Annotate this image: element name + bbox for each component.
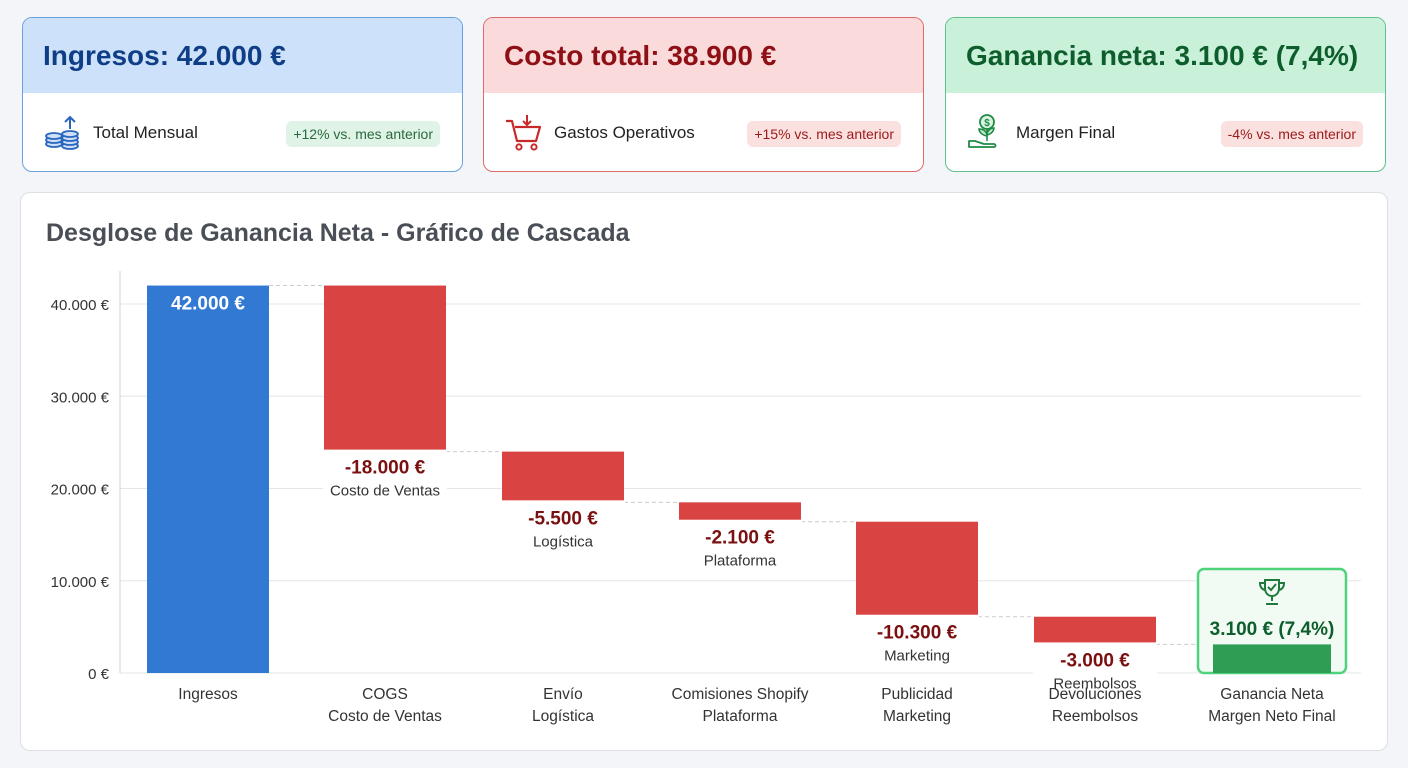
profit-trend-badge: -4% vs. mes anterior: [1220, 121, 1363, 147]
x-tick-sublabel: Margen Neto Final: [1208, 708, 1336, 725]
revenue-card-title: Ingresos: 42.000 €: [23, 18, 462, 93]
start-value-label: 42.000 €: [171, 294, 245, 315]
x-tick-sublabel: Plataforma: [703, 708, 778, 725]
y-tick-label: 40.000 €: [51, 297, 110, 314]
delta-value-label: -10.300 €: [877, 623, 958, 644]
x-tick-sublabel: Logística: [532, 708, 594, 725]
x-tick-label: Devoluciones: [1048, 686, 1141, 703]
coins-icon: [43, 113, 83, 153]
bar-marketing: [856, 521, 978, 617]
bar-ingresos: [147, 285, 269, 673]
x-tick-label: COGS: [362, 686, 408, 703]
x-tick-label: Envío: [543, 686, 583, 703]
svg-text:$: $: [984, 118, 990, 129]
delta-value-label: -3.000 €: [1060, 650, 1130, 671]
delta-value-label: -5.500 €: [528, 508, 598, 529]
delta-category-label: Costo de Ventas: [330, 483, 440, 500]
profit-card: Ganancia neta: 3.100 € (7,4%) $ Margen F…: [945, 17, 1386, 172]
x-tick-sublabel: Reembolsos: [1052, 708, 1138, 725]
x-tick-label: Comisiones Shopify: [672, 686, 809, 703]
delta-category-label: Reembolsos: [1053, 675, 1136, 692]
bar-plataforma: [679, 502, 801, 522]
total-value-label: 3.100 € (7,4%): [1210, 619, 1335, 640]
cost-card-subtitle: Gastos Operativos: [554, 123, 695, 142]
profit-card-title: Ganancia neta: 3.100 € (7,4%): [946, 18, 1385, 93]
delta-category-label: Plataforma: [704, 553, 777, 570]
label-backing: [323, 449, 447, 500]
x-tick-sublabel: Costo de Ventas: [328, 708, 442, 725]
bar-costo-de-ventas: [324, 285, 446, 452]
cost-card: Costo total: 38.900 € Gastos Operativos …: [483, 17, 924, 172]
profit-card-subtitle: Margen Final: [1016, 123, 1116, 142]
label-backing: [855, 614, 979, 665]
bar-reembolsos: [1034, 616, 1156, 645]
label-backing: [1033, 642, 1157, 693]
cost-trend-badge: +15% vs. mes anterior: [747, 121, 901, 147]
revenue-card: Ingresos: 42.000 € Total Mensual +12% vs…: [22, 17, 463, 172]
delta-value-label: -18.000 €: [345, 458, 426, 479]
bar-logística: [502, 451, 624, 503]
cost-card-title: Costo total: 38.900 €: [484, 18, 923, 93]
label-backing: [678, 519, 802, 570]
waterfall-chart: 0 € 10.000 € 20.000 € 30.000 € 40.000 € 42.00…: [51, 271, 1361, 725]
revenue-trend-badge: +12% vs. mes anterior: [286, 121, 440, 147]
x-tick-label: Ganancia Neta: [1220, 686, 1324, 703]
y-tick-label: 10.000 €: [51, 574, 110, 591]
y-tick-label: 20.000 €: [51, 482, 110, 499]
delta-category-label: Logística: [533, 533, 594, 550]
shopping-cart-icon: [504, 113, 544, 153]
y-tick-label: 30.000 €: [51, 389, 110, 406]
chart-title: Desglose de Ganancia Neta - Gráfico de C…: [46, 219, 630, 247]
delta-value-label: -2.100 €: [705, 528, 775, 549]
y-tick-label: 0 €: [88, 666, 110, 683]
delta-category-label: Marketing: [884, 648, 950, 665]
revenue-card-subtitle: Total Mensual: [93, 123, 198, 142]
x-tick-label: Ingresos: [178, 686, 238, 703]
trophy-icon: [1258, 579, 1286, 605]
bar-ganancia-neta: [1213, 644, 1331, 673]
label-backing: [501, 500, 625, 551]
x-tick-sublabel: Marketing: [883, 708, 951, 725]
money-plant-icon: $: [966, 113, 1006, 153]
waterfall-chart-panel: Desglose de Ganancia Neta - Gráfico de C…: [20, 192, 1388, 751]
x-tick-label: Publicidad: [881, 686, 953, 703]
